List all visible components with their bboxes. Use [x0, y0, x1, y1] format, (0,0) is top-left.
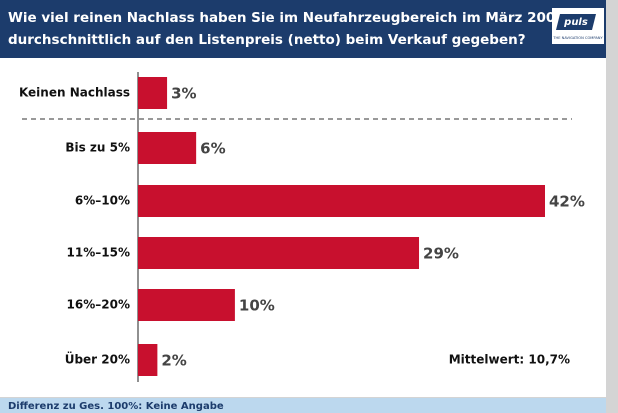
- category-label: Keinen Nachlass: [19, 86, 130, 100]
- category-label: 6%–10%: [75, 194, 130, 208]
- bar: [138, 289, 235, 321]
- bar: [138, 344, 158, 376]
- footnote: Differenz zu Ges. 100%: Keine Angabe: [8, 401, 224, 412]
- chart-title: Wie viel reinen Nachlass haben Sie im Ne…: [8, 10, 565, 26]
- bar: [138, 77, 168, 109]
- value-label: 29%: [423, 245, 459, 263]
- bar: [138, 132, 197, 164]
- value-label: 2%: [161, 352, 186, 370]
- logo-tagline: THE NAVIGATION COMPANY: [552, 36, 603, 40]
- value-label: 3%: [171, 85, 196, 103]
- category-label: 11%–15%: [67, 246, 130, 260]
- chart-title: durchschnittlich auf den Listenpreis (ne…: [8, 32, 526, 48]
- value-label: 10%: [239, 297, 275, 315]
- logo-mark: [556, 14, 596, 30]
- value-label: 6%: [200, 140, 225, 158]
- value-label: 42%: [549, 193, 585, 211]
- bar: [138, 237, 420, 269]
- category-label: Bis zu 5%: [65, 141, 130, 155]
- footer: [0, 398, 606, 413]
- category-label: 16%–20%: [67, 298, 130, 312]
- bar: [138, 185, 545, 217]
- logo-name: puls: [563, 17, 588, 28]
- annotation: Mittelwert: 10,7%: [449, 353, 570, 367]
- header: [0, 0, 606, 58]
- category-label: Über 20%: [65, 352, 130, 367]
